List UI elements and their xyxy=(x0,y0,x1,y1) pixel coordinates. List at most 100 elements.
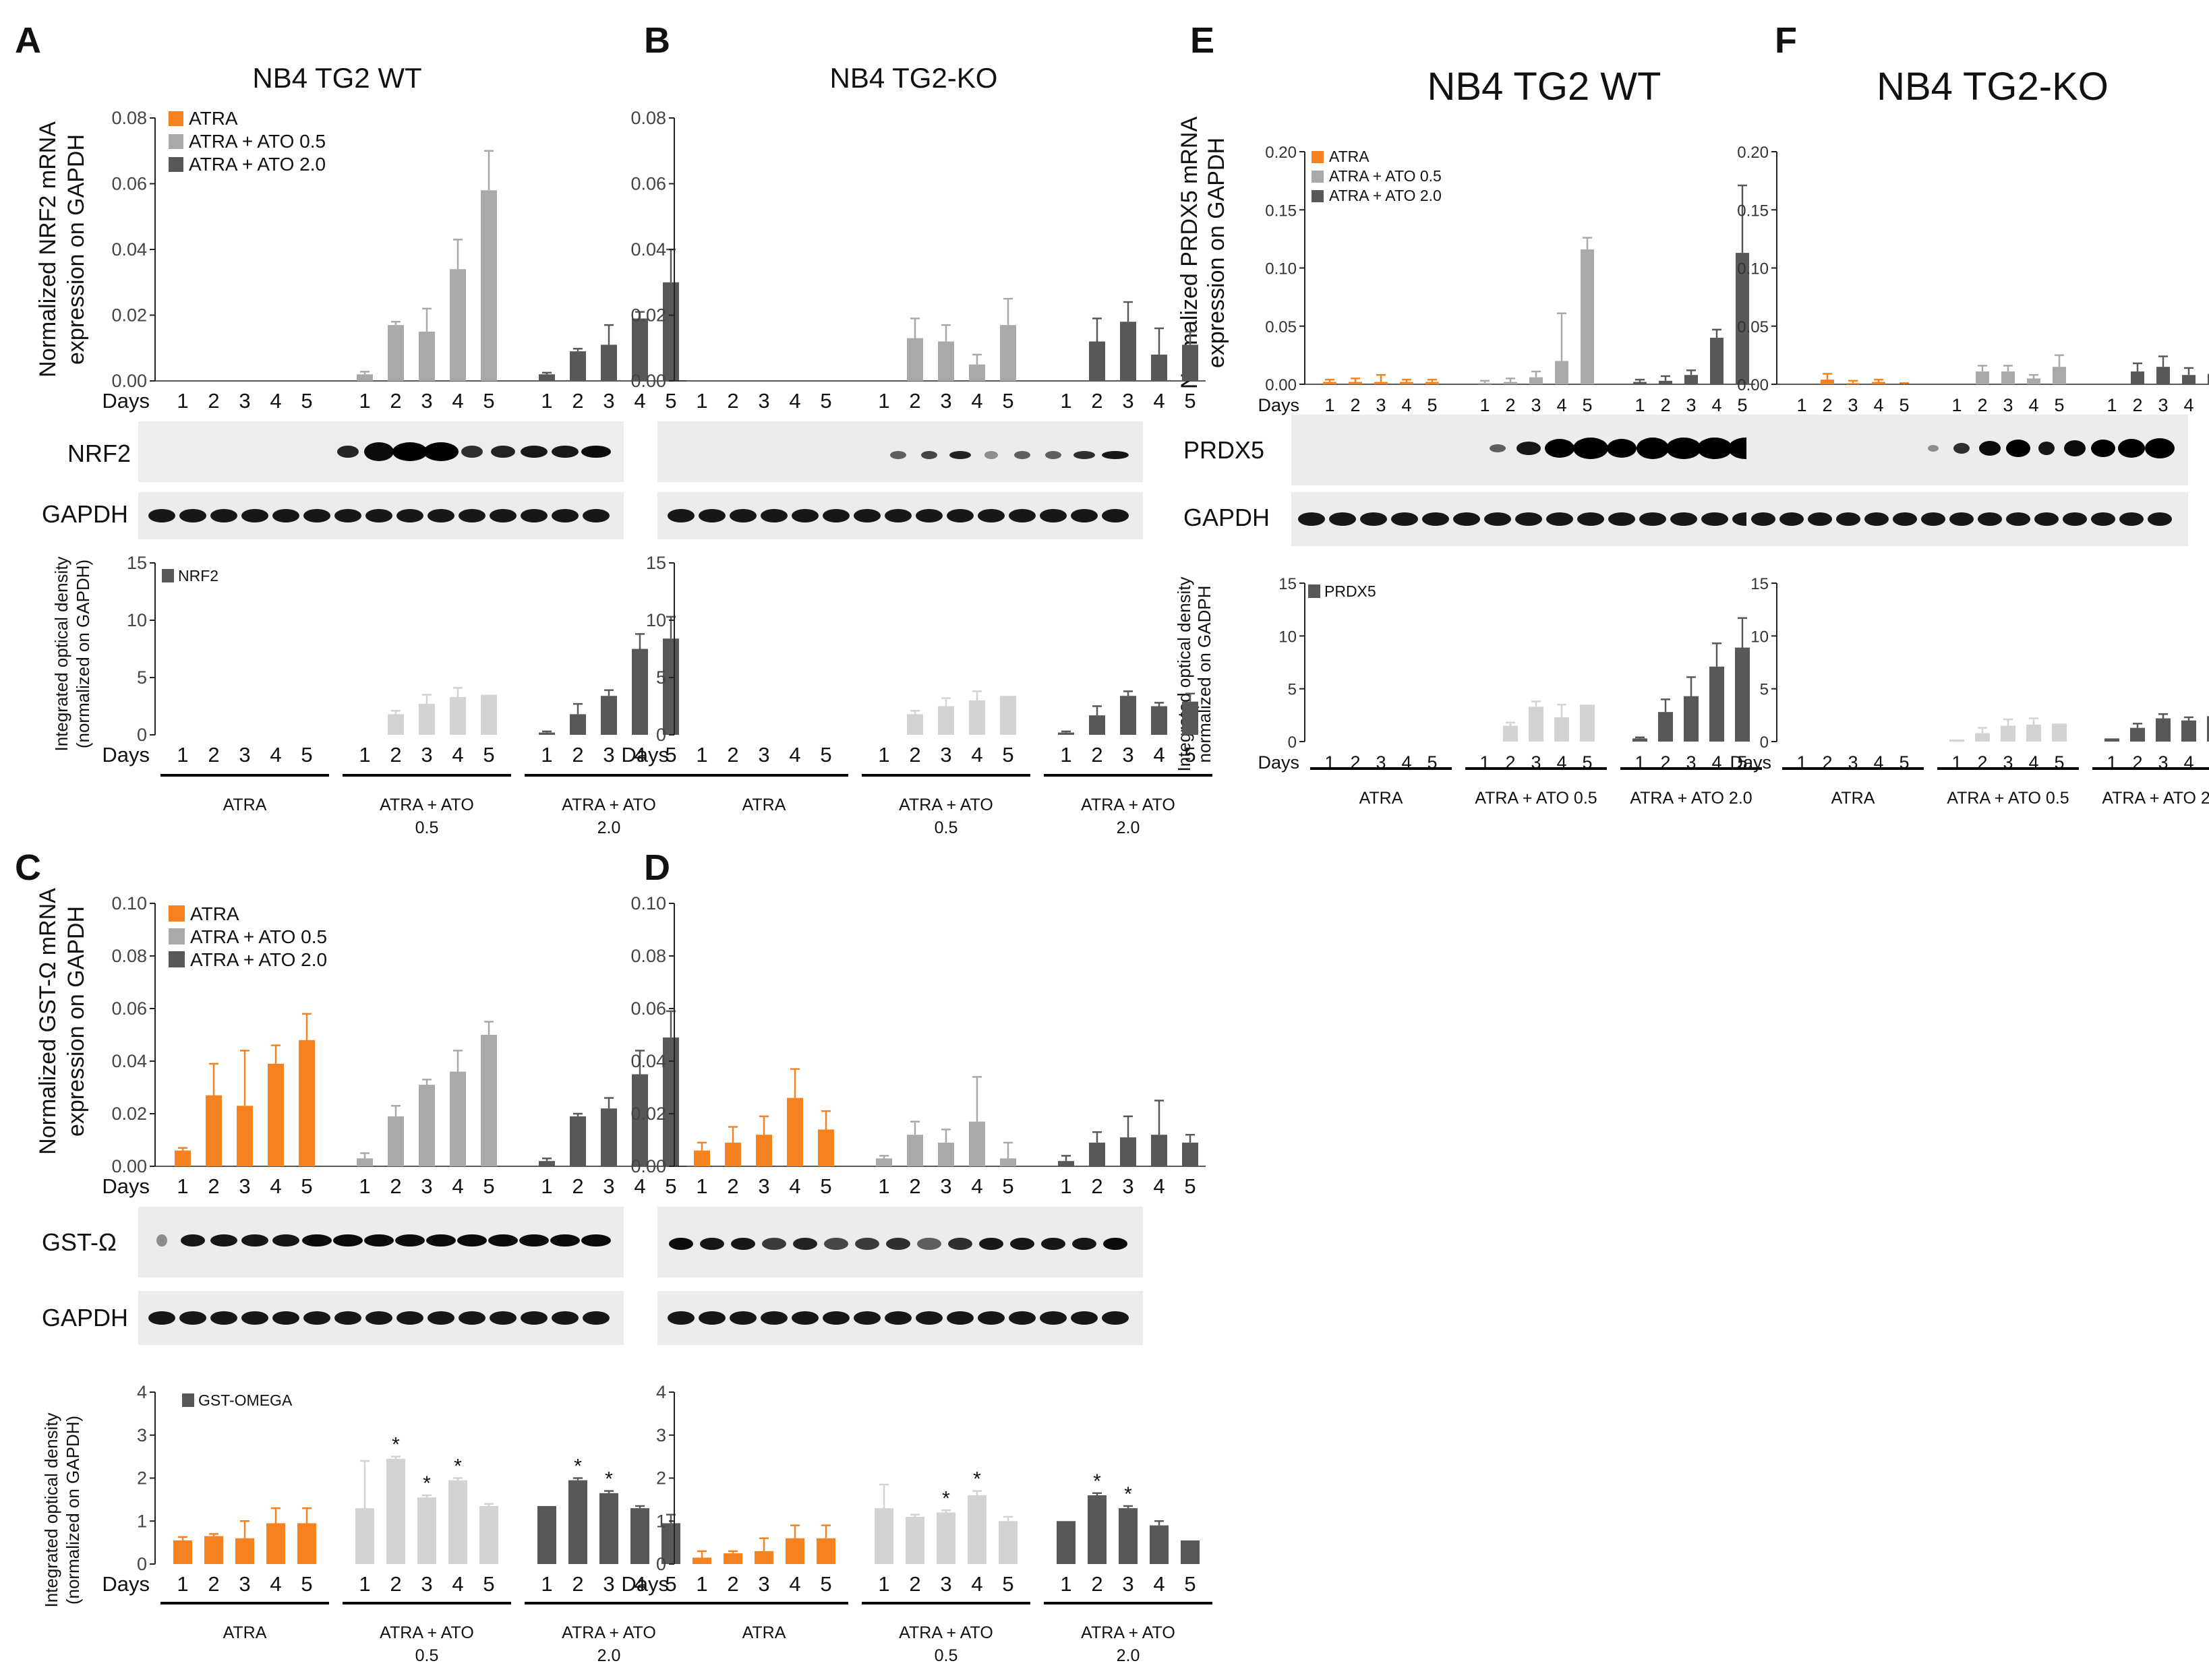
ylabel-e-line2: expression on GAPDH xyxy=(1204,138,1229,368)
bar xyxy=(173,1540,192,1564)
bar xyxy=(1554,717,1569,742)
blot-band xyxy=(364,442,394,461)
bar xyxy=(1120,1137,1136,1166)
blot-band xyxy=(2064,440,2086,456)
bar xyxy=(1151,1135,1167,1166)
blot-band xyxy=(521,446,548,458)
bar xyxy=(906,1516,924,1564)
y-tick-label: 0.15 xyxy=(1265,202,1297,220)
x-tick-label: 2 xyxy=(1822,395,1832,415)
group-label: ATRA xyxy=(223,796,267,814)
bar xyxy=(2026,724,2041,742)
dens-ylabel-c-line1: Integrated optical density xyxy=(41,1412,61,1607)
blot-gapdh-b xyxy=(657,492,1143,539)
x-tick-label: 5 xyxy=(820,1174,831,1198)
x-tick-label: 1 xyxy=(1060,1572,1071,1596)
blot-band xyxy=(2091,440,2115,457)
bar xyxy=(386,1458,405,1564)
blot-band xyxy=(1779,512,1804,526)
legend-label: ATRA xyxy=(190,903,239,924)
x-tick-label: 2 xyxy=(572,743,583,767)
blot-band xyxy=(156,1234,167,1247)
y-tick-label: 1 xyxy=(656,1511,666,1531)
y-tick-label: 0.06 xyxy=(111,174,147,194)
legend-swatch xyxy=(169,134,183,149)
y-tick-label: 0.04 xyxy=(111,239,147,260)
blot-band xyxy=(1360,512,1387,526)
x-tick-label: 3 xyxy=(421,743,432,767)
x-tick-label: 4 xyxy=(270,389,281,413)
bar xyxy=(1349,382,1362,384)
x-tick-label: 3 xyxy=(2003,395,2013,415)
bar xyxy=(787,1098,803,1166)
bar xyxy=(1089,1142,1105,1166)
blot-band xyxy=(272,1311,299,1325)
blot-band xyxy=(457,1234,487,1247)
x-tick-label: 5 xyxy=(1184,743,1196,767)
y-tick-label: 15 xyxy=(1750,575,1769,593)
bar xyxy=(969,700,985,735)
blot-band xyxy=(2034,512,2059,526)
x-tick-label: 3 xyxy=(940,1572,951,1596)
x-tick-label: 3 xyxy=(1848,395,1858,415)
x-tick-label: 4 xyxy=(634,1572,645,1596)
group-sublabel: 0.5 xyxy=(935,1646,958,1665)
x-tick-label: 3 xyxy=(1122,1572,1133,1596)
x-tick-label: 1 xyxy=(359,1572,370,1596)
bar xyxy=(755,1551,773,1564)
blot-band xyxy=(699,509,726,522)
y-tick-label: 0.08 xyxy=(630,946,666,966)
x-tick-label: 4 xyxy=(634,743,645,767)
chart-c-mrna: 0.000.020.040.060.080.101 2 3 4 5 1 2 3 4 5 1 2 3 4 5D… xyxy=(102,893,686,1198)
blot-band xyxy=(890,451,906,459)
bar xyxy=(570,1116,586,1166)
x-tick-label: 4 xyxy=(1153,389,1165,413)
x-tick-label: 4 xyxy=(452,1174,463,1198)
x-tick-label: 4 xyxy=(971,1174,982,1198)
dens-ylabel-c-line2: (normalized on GAPDH) xyxy=(63,1416,83,1604)
panel-label-c: C xyxy=(15,847,41,888)
bar xyxy=(570,714,586,735)
blot-band xyxy=(1010,1238,1034,1250)
blot-band xyxy=(762,1238,786,1250)
bar xyxy=(481,1035,497,1166)
y-tick-label: 5 xyxy=(1760,681,1769,699)
panel-label-f: F xyxy=(1775,20,1797,61)
x-tick-label: 1 xyxy=(696,1174,707,1198)
y-tick-label: 0.02 xyxy=(111,305,147,326)
blot-band xyxy=(2148,512,2172,526)
blot-band xyxy=(333,1234,363,1247)
bar xyxy=(2053,367,2066,384)
x-tick-label: 1 xyxy=(541,1174,552,1198)
x-tick-label: 5 xyxy=(1582,395,1592,415)
x-tick-label: 2 xyxy=(909,1572,920,1596)
blot-band xyxy=(490,509,517,522)
x-tick-label: 5 xyxy=(301,389,312,413)
bar xyxy=(1151,355,1167,381)
bar xyxy=(1632,738,1647,742)
x-tick-label: 3 xyxy=(421,389,432,413)
bar xyxy=(1000,325,1016,381)
x-tick-label: 2 xyxy=(572,1174,583,1198)
days-label: Days xyxy=(1258,395,1299,415)
significance-star: * xyxy=(392,1434,400,1456)
bar xyxy=(235,1538,254,1564)
bar xyxy=(1058,732,1074,735)
x-tick-label: 3 xyxy=(1376,395,1386,415)
blot-band xyxy=(428,509,454,522)
x-tick-label: 4 xyxy=(971,1572,982,1596)
blot-band xyxy=(949,451,971,459)
x-tick-label: 3 xyxy=(940,389,951,413)
y-tick-label: 5 xyxy=(1288,681,1297,699)
blot-band xyxy=(978,1311,1005,1325)
x-tick-label: 2 xyxy=(909,1174,920,1198)
blot-band xyxy=(699,1311,726,1325)
blot-band xyxy=(395,1234,425,1247)
x-tick-label: 3 xyxy=(1122,743,1133,767)
y-tick-label: 0.15 xyxy=(1737,202,1769,220)
blot-band xyxy=(519,1234,549,1247)
blot-band xyxy=(148,509,175,522)
x-tick-label: 2 xyxy=(208,743,219,767)
blot-band xyxy=(978,509,1005,522)
blot-band xyxy=(917,1238,941,1250)
